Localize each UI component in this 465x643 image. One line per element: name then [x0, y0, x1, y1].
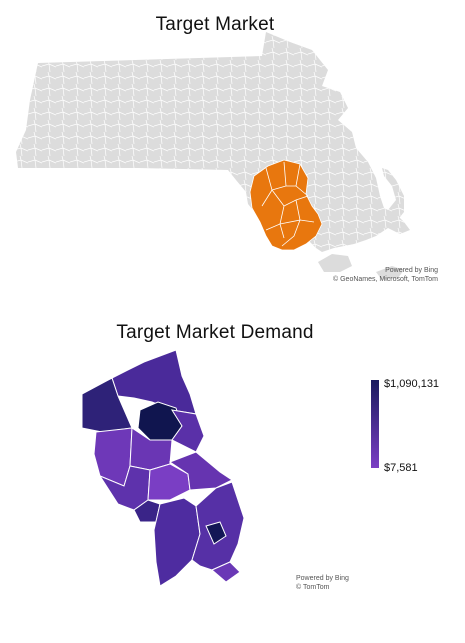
credit-attribution: © TomTom: [296, 584, 330, 591]
region-lower-dark: [205, 521, 227, 545]
region-far-south: [211, 561, 241, 583]
credit-powered-by: Powered by Bing: [385, 267, 438, 274]
credit-attribution: © GeoNames, Microsoft, TomTom: [333, 276, 438, 283]
region-lower-center: [153, 497, 201, 587]
legend-color-ramp: [371, 380, 379, 468]
region-central-dark: [137, 401, 183, 441]
map-credit-bottom: Powered by Bing © TomTom: [296, 574, 349, 592]
map-credit-top: Powered by Bing © GeoNames, Microsoft, T…: [333, 266, 438, 284]
marthas-vineyard-shape: [318, 254, 352, 272]
legend-max-label: $1,090,131: [384, 378, 440, 390]
credit-powered-by: Powered by Bing: [296, 575, 349, 582]
region-southeast: [168, 451, 233, 491]
legend-min-label: $7,581: [384, 462, 418, 474]
map-title-target-market: Target Market: [155, 14, 275, 35]
massachusetts-map[interactable]: [0, 0, 465, 300]
map-title-target-market-demand: Target Market Demand: [116, 322, 314, 343]
nantucket-shape: [376, 266, 404, 280]
